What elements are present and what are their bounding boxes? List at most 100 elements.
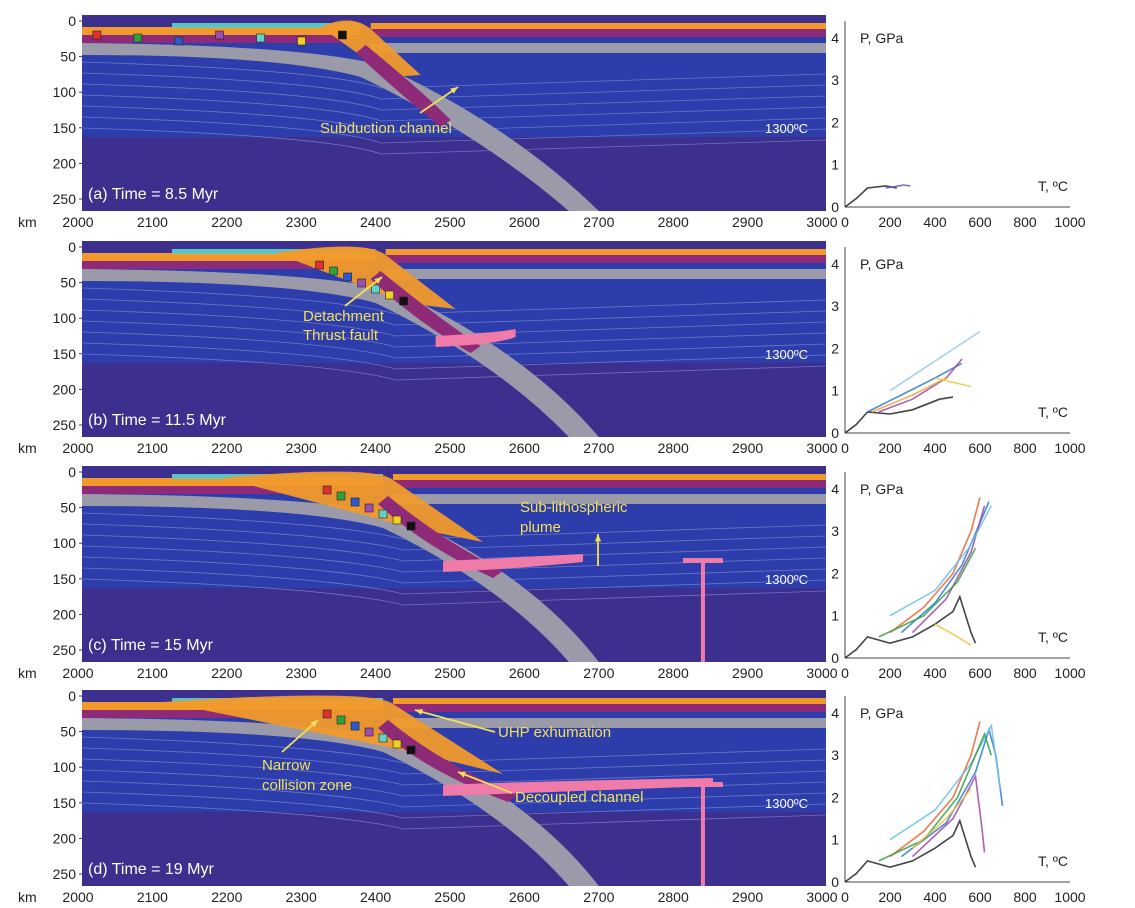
x-tick-label: 2800	[658, 889, 689, 903]
pt-plot-b: 0 1 2 3 4 0 200 400 600 800 1000 P, GPa T, ºC	[831, 247, 1086, 456]
depth-tick-label: 150	[53, 571, 77, 587]
pt-t-tick-label: 400	[923, 889, 947, 903]
x-tick-label: 2700	[583, 889, 614, 903]
pt-p-tick-label: 4	[831, 256, 839, 272]
x-tick-label: 2600	[509, 889, 540, 903]
x-tick-label: 2800	[658, 440, 689, 456]
marker-square	[174, 36, 184, 46]
pt-t-tick-label: 600	[968, 665, 992, 681]
pt-series-line	[844, 185, 897, 208]
depth-tick-label: 150	[53, 120, 77, 136]
arrow-head	[374, 277, 382, 284]
x-tick-label: 2100	[137, 440, 168, 456]
annotation-decoupled-channel: Decoupled channel	[515, 789, 643, 806]
x-tick-label: 2100	[137, 889, 168, 903]
pt-p-tick-label: 2	[831, 789, 839, 805]
pt-t-tick-label: 400	[923, 665, 947, 681]
pt-t-tick-label: 400	[923, 214, 947, 230]
marker-square	[350, 721, 360, 731]
arrow-head	[415, 708, 423, 715]
depth-tick-label: 150	[53, 795, 77, 811]
annotation-arrow	[414, 709, 496, 733]
x-tick-label: 2600	[509, 214, 540, 230]
depth-tick-label: 100	[53, 535, 77, 551]
pt-p-tick-label: 3	[831, 72, 839, 88]
depth-tick-label: 50	[60, 275, 76, 291]
isotherm-line	[82, 353, 826, 381]
depth-tick-label: 200	[53, 155, 77, 171]
x-unit-label: km	[18, 889, 37, 903]
marker-square	[215, 30, 224, 40]
marker-square	[322, 709, 332, 719]
marker-square	[256, 33, 265, 43]
pt-p-tick-label: 4	[831, 481, 839, 497]
pt-p-axis-label: P, GPa	[860, 256, 904, 272]
isotherm-line	[82, 94, 826, 122]
pt-series-line	[867, 362, 963, 413]
depth-tick-label: 200	[53, 381, 77, 397]
subducting-slab	[82, 494, 599, 662]
depth-tick-label: 100	[53, 84, 77, 100]
annotation-plume-line2: plume	[520, 519, 561, 536]
isotherm-line	[82, 578, 826, 606]
isotherm-label: 1300ºC	[765, 121, 808, 136]
pt-t-tick-label: 1000	[1054, 889, 1085, 903]
x-unit-label: km	[18, 665, 37, 681]
x-tick-label: 2200	[211, 214, 242, 230]
pt-t-axis-label: T, ºC	[1038, 178, 1068, 194]
pt-p-axis-label: P, GPa	[860, 30, 904, 46]
pt-series-line	[889, 721, 981, 858]
pt-series-line	[878, 731, 993, 862]
lower-crust-left	[82, 486, 384, 494]
pt-p-axis-label: P, GPa	[860, 705, 904, 721]
pt-t-tick-label: 0	[841, 214, 849, 230]
sediment-layer	[172, 249, 376, 254]
pt-series-line	[889, 330, 981, 392]
isotherm-line	[82, 523, 826, 551]
lower-crust-right	[370, 29, 826, 37]
pt-t-tick-label: 800	[1013, 214, 1037, 230]
marker-square	[399, 296, 408, 306]
pt-t-tick-label: 600	[968, 440, 992, 456]
subduction-channel	[370, 271, 481, 353]
isotherm-label: 1300ºC	[765, 572, 808, 587]
x-tick-label: 2100	[137, 214, 168, 230]
marker-square	[336, 491, 346, 501]
depth-tick-label: 0	[68, 688, 76, 704]
model-body	[82, 15, 826, 211]
marker-square	[297, 36, 306, 46]
depth-tick-label: 200	[53, 830, 77, 846]
pt-series-line	[900, 501, 990, 634]
upper-crust-left	[82, 478, 384, 486]
x-tick-label: 2400	[360, 440, 391, 456]
marker-square	[315, 260, 324, 270]
marker-square	[364, 727, 374, 737]
pt-t-tick-label: 800	[1013, 889, 1037, 903]
upper-crust-right	[370, 23, 826, 29]
panel-title: (b) Time = 11.5 Myr	[88, 412, 227, 429]
model-body	[82, 241, 826, 437]
x-tick-label: 2000	[62, 214, 93, 230]
pt-series-line	[889, 497, 981, 634]
x-tick-label: 2500	[434, 665, 465, 681]
x-tick-label: 2300	[286, 665, 317, 681]
annotation-thrust-fault: Thrust fault	[303, 327, 379, 344]
pt-t-tick-label: 800	[1013, 665, 1037, 681]
isotherm-line	[82, 758, 826, 786]
model-body	[82, 466, 826, 662]
depth-tick-label: 100	[53, 759, 77, 775]
annotation-arrow	[419, 86, 459, 114]
x-tick-label: 2500	[434, 440, 465, 456]
pt-t-tick-label: 600	[968, 889, 992, 903]
subduction-channel	[378, 496, 504, 578]
pt-t-tick-label: 400	[923, 440, 947, 456]
x-tick-label: 2300	[286, 889, 317, 903]
pt-t-tick-label: 200	[878, 665, 902, 681]
annotation-collision-zone: collision zone	[262, 777, 352, 794]
arrow-head	[458, 771, 466, 778]
marker-square	[350, 497, 360, 507]
panel-title: (a) Time = 8.5 Myr	[88, 186, 219, 203]
marker-square	[371, 284, 380, 294]
annotation-narrow: Narrow	[262, 757, 311, 774]
annotation-arrow	[281, 719, 319, 753]
